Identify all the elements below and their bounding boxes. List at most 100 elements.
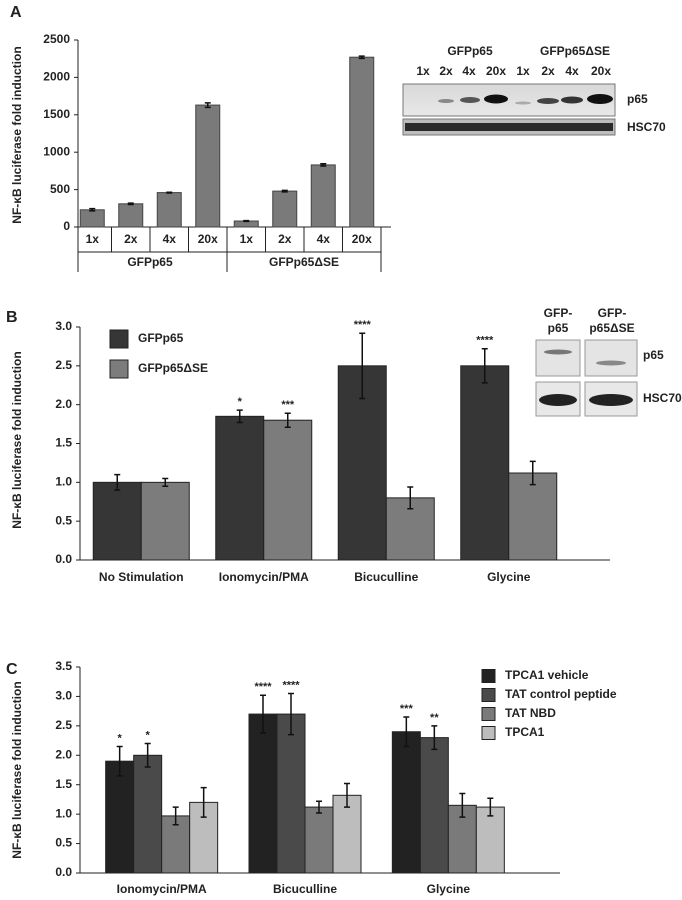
panel-label: A [10, 4, 22, 21]
y-tick-label: 0.5 [55, 513, 72, 527]
x-tick-label: 20x [352, 232, 372, 246]
error-bar [316, 800, 322, 814]
bar [263, 419, 313, 561]
y-tick-label: 2.5 [55, 358, 72, 372]
blot-group-label: GFPp65 [447, 44, 493, 58]
bar [118, 203, 144, 228]
western-blot [535, 339, 638, 417]
x-tick-label: Ionomycin/PMA [117, 882, 207, 896]
bar [195, 104, 221, 228]
legend-swatch [481, 669, 496, 683]
significance-label: *** [400, 703, 414, 715]
bar [248, 713, 278, 874]
bar [508, 472, 558, 561]
legend-label: TAT control peptide [505, 687, 617, 701]
y-tick-label: 3.0 [55, 689, 72, 703]
error-bar [114, 473, 121, 491]
bar [391, 731, 421, 874]
error-bar [127, 202, 134, 206]
error-bar [344, 782, 350, 808]
x-tick-label: 1x [240, 232, 254, 246]
legend-swatch [481, 707, 496, 721]
legend-swatch [481, 726, 496, 740]
bar [79, 209, 105, 228]
error-bar [359, 332, 366, 400]
error-bar [407, 486, 414, 510]
y-tick-label: 2.5 [55, 718, 72, 732]
significance-label: * [118, 732, 123, 744]
bar [419, 737, 449, 874]
y-axis-title: NF-κB luciferase fold induction [10, 351, 24, 528]
x-tick-label: No Stimulation [99, 570, 184, 584]
y-tick-label: 0 [63, 219, 70, 233]
error-bar [236, 409, 243, 424]
error-bar [431, 725, 438, 751]
x-tick-label: Bicuculline [273, 882, 337, 896]
blot-band-label: p65 [643, 348, 664, 362]
y-axis-title: NF-κB luciferase fold induction [10, 681, 24, 858]
y-tick-label: 1.0 [55, 475, 72, 489]
significance-label: *** [281, 399, 295, 411]
x-tick-label: Glycine [487, 570, 531, 584]
significance-label: **** [476, 335, 494, 347]
error-bar [243, 219, 250, 223]
significance-label: * [146, 729, 151, 741]
error-bar [403, 716, 410, 748]
y-axis-title: NF-κB luciferase fold induction [10, 46, 24, 223]
error-bar [172, 806, 179, 826]
error-bar [116, 745, 123, 777]
y-tick-label: 1.5 [55, 777, 72, 791]
error-bar [144, 742, 151, 768]
blot-band-label: HSC70 [643, 391, 682, 405]
y-tick-label: 0.5 [55, 836, 72, 850]
blot-band-label: p65 [627, 92, 648, 106]
significance-label: **** [282, 679, 300, 691]
bar [140, 481, 190, 561]
x-tick-label: 20x [198, 232, 218, 246]
blot-group-label: GFP- [598, 306, 627, 320]
error-bar [200, 786, 207, 818]
bar [133, 754, 163, 874]
y-tick-label: 2.0 [55, 397, 72, 411]
bar [105, 760, 135, 874]
bar [215, 415, 265, 561]
bar [475, 806, 505, 874]
group-label: GFPp65ΔSE [269, 255, 339, 269]
error-bar [260, 694, 266, 734]
x-tick-label: Bicuculline [354, 570, 418, 584]
blot-lane-label: 20x [486, 64, 506, 78]
error-bar [459, 792, 466, 818]
bar [460, 365, 510, 561]
significance-label: **** [254, 681, 272, 693]
x-tick-label: 4x [163, 232, 177, 246]
error-bar [487, 797, 494, 817]
blot-lane-label: 2x [541, 64, 555, 78]
error-bar [320, 163, 327, 167]
y-tick-label: 3.0 [55, 319, 72, 333]
y-tick-label: 1500 [43, 107, 70, 121]
y-tick-label: 1000 [43, 144, 70, 158]
bar [92, 481, 142, 561]
error-bar [481, 347, 488, 384]
y-tick-label: 1.0 [55, 806, 72, 820]
error-bar [358, 55, 365, 60]
significance-label: **** [354, 319, 372, 331]
error-bar [288, 692, 294, 736]
y-tick-label: 0.0 [55, 552, 72, 566]
significance-label: * [238, 396, 243, 408]
panel-label: C [6, 661, 18, 678]
error-bar [166, 191, 173, 194]
error-bar [529, 460, 536, 486]
bar [272, 190, 298, 228]
legend-swatch [109, 359, 129, 379]
legend-label: GFPp65 [138, 331, 184, 345]
error-bar [204, 102, 211, 109]
significance-label: ** [430, 712, 439, 724]
blot-group-label: p65 [548, 321, 569, 335]
blot-lane-label: 1x [516, 64, 530, 78]
y-tick-label: 2500 [43, 32, 70, 46]
x-tick-label: Ionomycin/PMA [219, 570, 309, 584]
x-tick-label: 2x [278, 232, 292, 246]
blot-lane-label: 2x [439, 64, 453, 78]
